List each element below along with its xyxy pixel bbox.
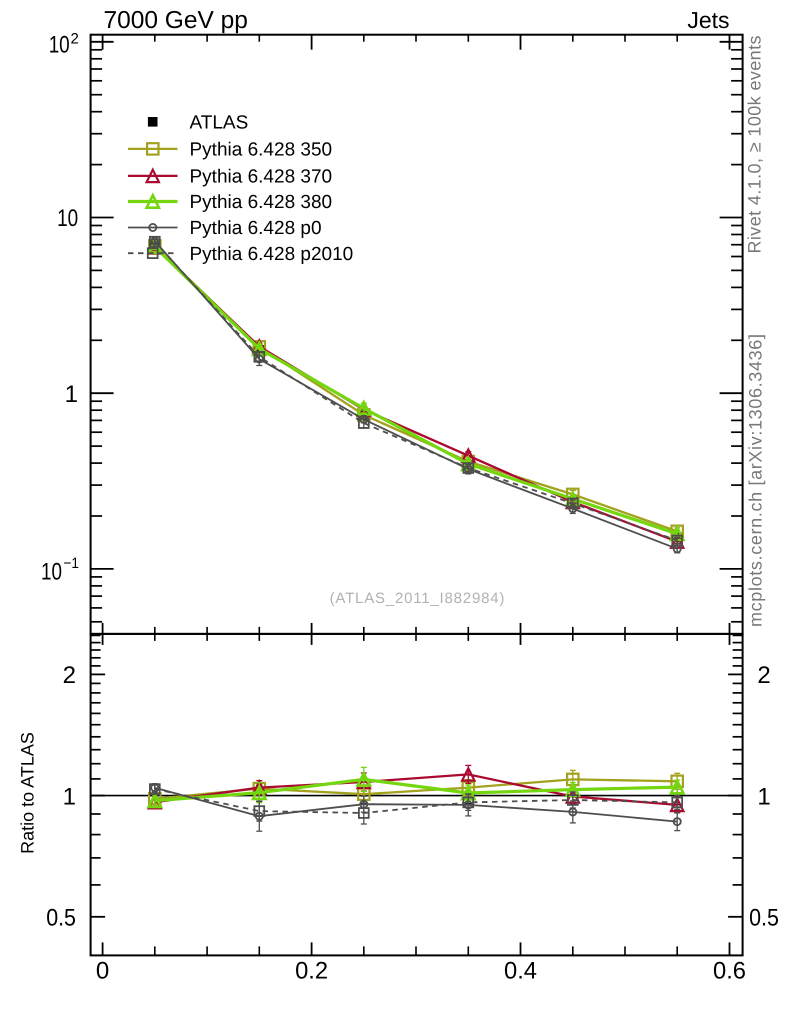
- svg-text:Pythia 6.428 p2010: Pythia 6.428 p2010: [190, 244, 354, 265]
- svg-text:2: 2: [63, 662, 76, 689]
- svg-text:Pythia 6.428 370: Pythia 6.428 370: [190, 167, 333, 188]
- svg-text:Jets: Jets: [687, 7, 729, 33]
- svg-text:Pythia 6.428 p0: Pythia 6.428 p0: [190, 218, 322, 239]
- svg-text:mcplots.cern.ch [arXiv:1306.34: mcplots.cern.ch [arXiv:1306.3436]: [746, 333, 766, 627]
- svg-text:2: 2: [71, 31, 79, 48]
- svg-text:0: 0: [96, 957, 109, 984]
- svg-text:−1: −1: [64, 555, 80, 572]
- svg-text:1: 1: [65, 381, 78, 408]
- svg-text:10: 10: [41, 558, 62, 585]
- svg-text:1: 1: [757, 783, 770, 810]
- svg-text:0.5: 0.5: [749, 905, 779, 932]
- svg-text:Rivet 4.1.0, ≥ 100k events: Rivet 4.1.0, ≥ 100k events: [745, 35, 765, 253]
- svg-text:10: 10: [49, 32, 70, 59]
- svg-text:0.2: 0.2: [295, 957, 328, 984]
- svg-text:0.4: 0.4: [504, 957, 537, 984]
- svg-text:0.5: 0.5: [46, 905, 76, 932]
- svg-text:Ratio to ATLAS: Ratio to ATLAS: [18, 732, 38, 854]
- svg-text:ATLAS: ATLAS: [190, 113, 249, 134]
- svg-text:Pythia 6.428 380: Pythia 6.428 380: [190, 192, 333, 213]
- svg-text:0.6: 0.6: [713, 957, 746, 984]
- svg-text:(ATLAS_2011_I882984): (ATLAS_2011_I882984): [330, 590, 506, 607]
- svg-text:7000 GeV pp: 7000 GeV pp: [104, 7, 248, 34]
- svg-text:Pythia 6.428 350: Pythia 6.428 350: [190, 140, 333, 161]
- svg-text:10: 10: [57, 205, 78, 232]
- svg-text:1: 1: [63, 783, 76, 810]
- svg-text:2: 2: [757, 662, 770, 689]
